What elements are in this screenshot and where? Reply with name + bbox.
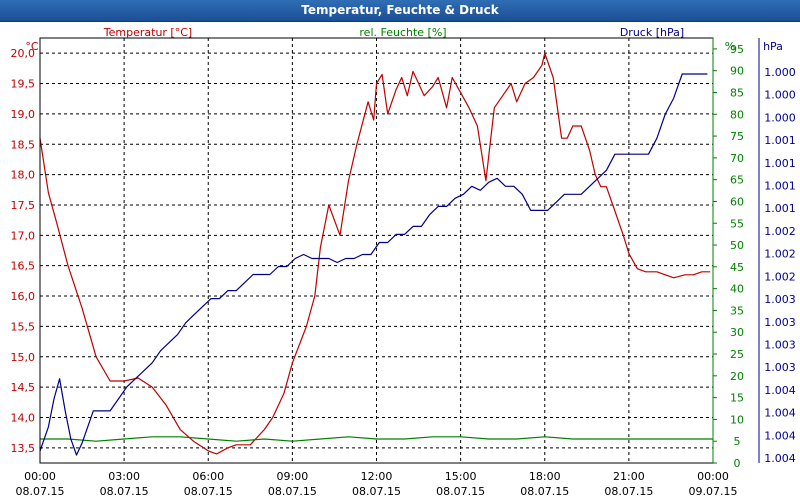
temperature-tick-label: 14,5 [11,381,36,394]
x-tick-time: 00:00 [24,470,56,483]
humidity-tick-label: 40 [730,283,744,296]
frame-layer [39,37,760,464]
humidity-tick-label: 60 [730,195,744,208]
humidity-tick-label: 35 [730,304,744,317]
temperature-tick-label: 15,0 [11,351,36,364]
pressure-tick-label: 1.002 [764,270,796,283]
humidity-tick-label: 70 [730,152,744,165]
x-tick-date: 08.07.15 [268,485,317,498]
pressure-unit-label: hPa [763,40,783,53]
temperature-tick-label: 16,0 [11,290,36,303]
x-tick-date: 09.07.15 [689,485,738,498]
humidity-tick-label: 50 [730,239,744,252]
x-tick-time: 18:00 [529,470,561,483]
temperature-unit-label: °C [25,40,39,53]
pressure-tick-label: 1.004 [764,384,796,397]
x-tick-time: 00:00 [697,470,729,483]
pressure-series-line [39,73,708,456]
pressure-tick-label: 1.004 [764,429,796,442]
temperature-tick-label: 19,0 [11,108,36,121]
humidity-tick-label: 95 [730,43,744,56]
humidity-tick-label: 90 [730,65,744,78]
temperature-tick-label: 15,5 [11,320,36,333]
x-tick-time: 03:00 [108,470,140,483]
pressure-tick-label: 1.003 [764,361,796,374]
x-tick-time: 09:00 [277,470,309,483]
humidity-tick-label: 80 [730,108,744,121]
temperature-legend-label: Temperatur [°C] [103,26,192,39]
temperature-tick-label: 20,0 [11,47,36,60]
x-tick-time: 12:00 [361,470,393,483]
pressure-tick-label: 1.000 [764,89,796,102]
x-tick-time: 15:00 [445,470,477,483]
temperature-tick-label: 14,0 [11,411,36,424]
humidity-tick-label: 10 [730,413,744,426]
temperature-tick-label: 19,5 [11,78,36,91]
x-tick-date: 08.07.15 [184,485,233,498]
x-tick-date: 08.07.15 [352,485,401,498]
pressure-tick-label: 1.004 [764,452,796,465]
pressure-tick-label: 1.002 [764,248,796,261]
humidity-tick-label: 75 [730,130,744,143]
humidity-legend-label: rel. Feuchte [%] [359,26,446,39]
pressure-tick-label: 1.002 [764,225,796,238]
label-layer: 13,5 14,0 14,5 15,0 15,5 16,0 16,5 17,0 17,5 18,0… [11,26,796,498]
temperature-tick-label: 17,5 [11,199,36,212]
humidity-tick-label: 85 [730,86,744,99]
x-tick-time: 06:00 [192,470,224,483]
temperature-series-line [39,52,711,455]
humidity-tick-label: 5 [734,435,741,448]
pressure-tick-label: 1.003 [764,316,796,329]
pressure-tick-label: 1.001 [764,180,796,193]
temperature-tick-label: 18,5 [11,138,36,151]
humidity-tick-label: 20 [730,370,744,383]
temperature-tick-label: 16,5 [11,260,36,273]
pressure-tick-label: 1.003 [764,293,796,306]
temperature-tick-label: 18,0 [11,169,36,182]
pressure-tick-label: 1.001 [764,157,796,170]
humidity-tick-label: 45 [730,261,744,274]
humidity-series-line [40,436,713,442]
x-tick-date: 08.07.15 [16,485,65,498]
pressure-tick-label: 1.001 [764,134,796,147]
x-tick-date: 08.07.15 [436,485,485,498]
humidity-tick-label: 0 [734,457,741,470]
series-layer [39,52,713,456]
window-title: Temperatur, Feuchte & Druck [0,0,800,22]
pressure-tick-label: 1.003 [764,338,796,351]
x-tick-date: 08.07.15 [604,485,653,498]
pressure-tick-label: 1.001 [764,202,796,215]
humidity-tick-label: 55 [730,217,744,230]
pressure-tick-label: 1.004 [764,407,796,420]
pressure-legend-label: Druck [hPa] [620,26,684,39]
x-tick-time: 21:00 [613,470,645,483]
humidity-tick-label: 65 [730,174,744,187]
humidity-tick-label: 15 [730,392,744,405]
humidity-tick-label: 30 [730,326,744,339]
pressure-tick-label: 1.000 [764,111,796,124]
humidity-tick-label: 25 [730,348,744,361]
pressure-tick-label: 1.000 [764,66,796,79]
temperature-tick-label: 17,0 [11,229,36,242]
temperature-tick-label: 13,5 [11,442,36,455]
x-tick-date: 08.07.15 [520,485,569,498]
x-tick-date: 08.07.15 [100,485,149,498]
grid-layer [40,38,713,463]
humidity-unit-label: % [725,40,735,53]
